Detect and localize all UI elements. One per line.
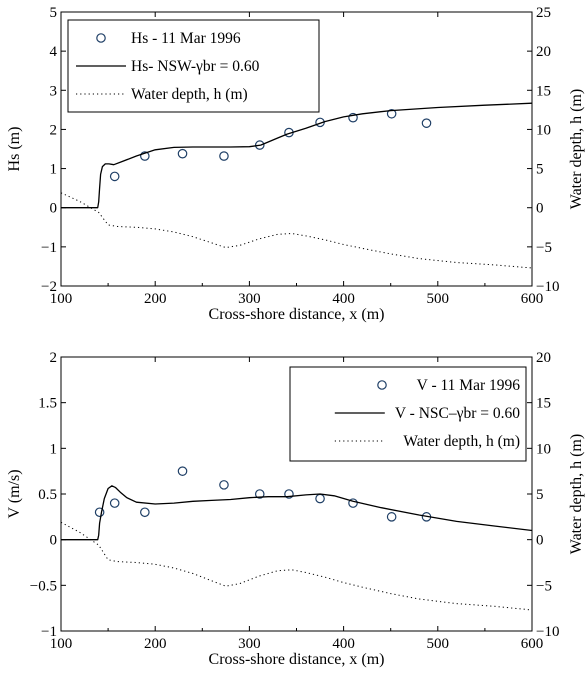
x-axis-title: Cross-shore distance, x (m)	[209, 306, 385, 323]
x-tick-label: 200	[144, 636, 167, 652]
y-tick-label: 1.5	[38, 396, 57, 412]
legend-label: Hs - 11 Mar 1996	[131, 30, 241, 47]
x-tick-label: 400	[332, 291, 355, 307]
x-tick-label: 500	[427, 291, 450, 307]
data-point	[386, 512, 397, 522]
y-axis-title: Hs (m)	[6, 127, 23, 172]
y2-tick-label: 20	[536, 44, 551, 60]
x-tick-label: 200	[144, 291, 167, 307]
legend: V - 11 Mar 1996 V - NSC–γbr = 0.60 Water d…	[289, 366, 527, 462]
y-tick-label: −0.5	[30, 578, 57, 594]
water-depth-line	[60, 521, 533, 611]
legend-label: V - NSC–γbr = 0.60	[395, 405, 520, 422]
y-tick-label: 0	[50, 533, 58, 549]
x-tick-label: 300	[238, 291, 261, 307]
y-tick-label: −2	[41, 279, 57, 295]
x-tick-label: 400	[332, 636, 355, 652]
y-tick-label: 5	[50, 5, 58, 21]
y2-tick-label: 25	[536, 5, 551, 21]
y2-tick-label: 0	[536, 533, 544, 549]
x-tick-label: 500	[427, 636, 450, 652]
legend-label: V - 11 Mar 1996	[417, 377, 521, 394]
y-tick-label: 2	[50, 350, 58, 366]
y2-tick-label: 5	[536, 162, 544, 178]
y-tick-label: 2	[50, 122, 58, 138]
y-axis-title: V (m/s)	[6, 469, 23, 518]
data-point	[140, 507, 150, 518]
x-axis-title: Cross-shore distance, x (m)	[209, 651, 385, 668]
legend-label: Hs- NSW-γbr = 0.60	[131, 58, 260, 75]
data-point	[219, 151, 229, 161]
data-point	[315, 493, 325, 504]
x-tick-label: 600	[521, 291, 544, 307]
y-tick-label: 0.5	[38, 487, 57, 503]
y2-tick-label: 20	[536, 350, 551, 366]
y-tick-label: 4	[50, 44, 58, 60]
legend-marker	[377, 380, 387, 390]
y-tick-label: −1	[41, 624, 57, 640]
data-point	[386, 108, 397, 119]
y-tick-label: 1	[50, 441, 58, 457]
data-point	[219, 480, 229, 490]
x-tick-label: 100	[50, 636, 73, 652]
y2-tick-label: 5	[536, 487, 544, 503]
chart-panel-1: 100 200 300 400 500 600−2−1012345−10−50510152…	[6, 5, 585, 323]
chart-panel-2: 100 200 300 400 500 600 −1 −0.5 0 0.5 1 1.5 2 −10 −5 0 5…	[6, 350, 585, 668]
legend-label: Water depth, h (m)	[403, 433, 520, 450]
y2-tick-label: 0	[536, 201, 544, 217]
legend: Hs - 11 Mar 1996 Hs- NSW-γbr = 0.60 Water …	[67, 19, 320, 113]
y2-axis-title: Water depth, h (m)	[568, 89, 585, 209]
y2-tick-label: −10	[536, 279, 559, 295]
y2-tick-label: −10	[536, 624, 559, 640]
legend-box	[289, 366, 527, 462]
model-line	[61, 485, 533, 541]
x-tick-label: 600	[521, 636, 544, 652]
y2-axis-title: Water depth, h (m)	[568, 434, 585, 554]
x-tick-label: 300	[238, 636, 261, 652]
y-tick-label: −1	[41, 240, 57, 256]
x-tick-label: 100	[50, 291, 73, 307]
data-point	[177, 148, 188, 159]
y2-tick-label: 10	[536, 122, 551, 138]
model-line	[61, 102, 533, 209]
y2-tick-label: 15	[536, 83, 551, 99]
data-point	[109, 171, 120, 182]
legend-label: Water depth, h (m)	[131, 86, 248, 103]
y2-tick-label: −5	[536, 240, 552, 256]
legend-marker	[96, 33, 106, 43]
data-point	[109, 498, 120, 508]
y-tick-label: 0	[50, 201, 58, 217]
data-point	[177, 466, 188, 476]
y-tick-label: 1	[50, 162, 58, 178]
y2-tick-label: 10	[536, 441, 551, 457]
data-point	[421, 118, 432, 128]
water-depth-line	[60, 192, 533, 269]
y2-tick-label: 15	[536, 396, 551, 412]
y-tick-label: 3	[50, 83, 58, 99]
y2-tick-label: −5	[536, 578, 552, 594]
data-point	[254, 489, 265, 499]
